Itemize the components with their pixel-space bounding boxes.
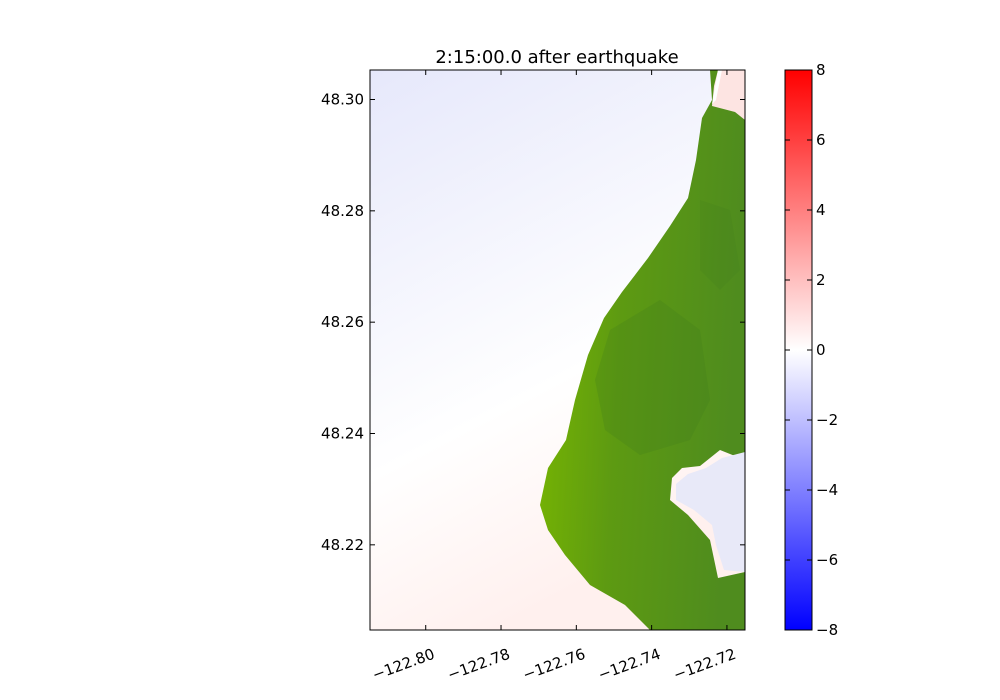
y-tick-label: 48.30 — [321, 91, 364, 109]
colorbar-tick-label: −8 — [816, 621, 838, 639]
x-tick-label: −122.78 — [445, 645, 512, 684]
land-area — [540, 70, 745, 630]
plot-frame — [369, 69, 746, 631]
chart-title: 2:15:00.0 after earthquake — [435, 47, 678, 68]
y-tick-label: 48.28 — [321, 202, 364, 220]
x-tick-label: −122.76 — [520, 645, 587, 684]
y-axis: 48.22 48.24 48.26 48.28 48.30 — [321, 91, 745, 554]
y-tick-label: 48.22 — [321, 536, 364, 554]
x-tick-label: −122.80 — [370, 645, 437, 684]
shore-notch — [712, 70, 722, 104]
colorbar-tick-label: 4 — [816, 201, 826, 219]
colorbar-tick-label: 8 — [816, 61, 826, 79]
y-tick-label: 48.26 — [321, 313, 364, 331]
map-plot-area — [370, 70, 745, 630]
land-shading-north — [700, 200, 740, 290]
colorbar-tick-label: 2 — [816, 271, 826, 289]
colorbar-tick-label: −2 — [816, 411, 838, 429]
colorbar-tick-label: −6 — [816, 551, 838, 569]
lagoon — [676, 452, 745, 572]
colorbar-tick-label: 0 — [816, 341, 826, 359]
colorbar-axis: −8 −6 −4 −2 0 2 4 6 8 — [785, 61, 838, 639]
shore-pink-patch — [712, 70, 745, 120]
x-tick-label: −122.74 — [596, 645, 663, 684]
x-tick-label: −122.72 — [671, 645, 738, 684]
colorbar-tick-label: −4 — [816, 481, 838, 499]
y-tick-label: 48.24 — [321, 424, 364, 442]
land-shading — [595, 300, 710, 455]
colorbar-tick-label: 6 — [816, 131, 826, 149]
